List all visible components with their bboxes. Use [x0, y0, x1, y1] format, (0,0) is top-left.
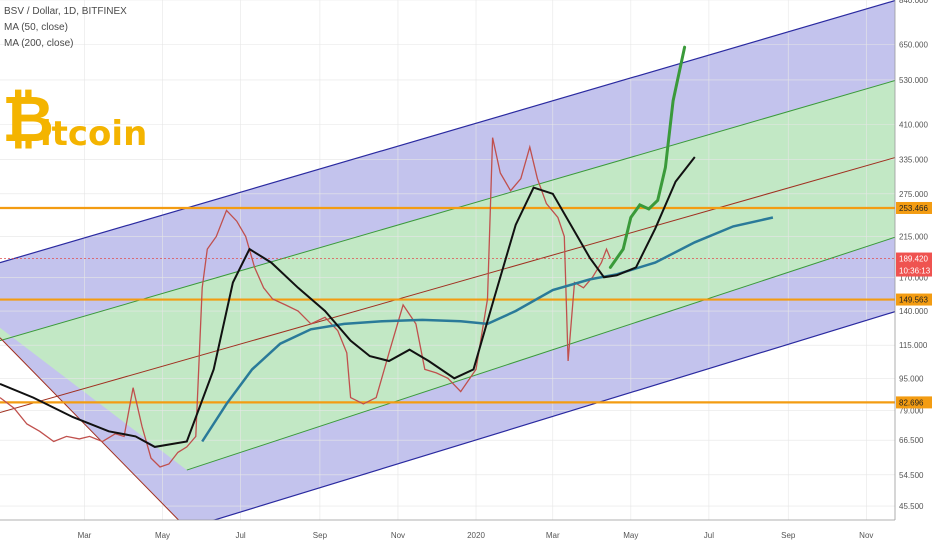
channel-outer-bottom-line	[186, 311, 896, 530]
x-axis-panel	[0, 520, 932, 550]
countdown-label: 10:36:13	[899, 267, 931, 276]
ma50-line	[0, 156, 696, 448]
y-tick-label: 410.000	[899, 120, 928, 129]
forecast-line	[608, 45, 687, 269]
last-price-tag	[896, 252, 932, 277]
price-line	[0, 137, 612, 468]
ma200-line	[201, 216, 774, 443]
channel-diagonal-line	[0, 337, 188, 529]
grid	[0, 0, 895, 520]
channel-inner-bottom-line	[186, 236, 896, 471]
x-tick-label: 2020	[467, 531, 485, 540]
bitcoin-logo: ₿ itcoin	[2, 83, 147, 157]
y-tick-label: 215.000	[899, 233, 928, 242]
y-tick-label: 54.500	[899, 471, 924, 480]
legend-ma200: MA (200, close)	[4, 38, 74, 49]
level-tag-label: 253.466	[899, 204, 928, 213]
x-tick-label: Jul	[235, 531, 245, 540]
x-tick-label: Sep	[781, 531, 796, 540]
channel-fills	[0, 0, 895, 529]
x-tick-label: Mar	[546, 531, 560, 540]
y-tick-label: 115.000	[899, 341, 928, 350]
horizontal-levels	[0, 206, 895, 404]
level-tag	[896, 201, 932, 214]
y-tick-label: 275.000	[899, 190, 928, 199]
last-price-label: 189.420	[899, 255, 928, 264]
channel-inner-top-line	[0, 80, 896, 342]
x-tick-label: Mar	[78, 531, 92, 540]
y-tick-label: 95.000	[899, 374, 924, 383]
level-tag-label: 149.563	[899, 296, 928, 305]
y-tick-label: 140.000	[899, 307, 928, 316]
channel-mid-line	[0, 157, 896, 414]
y-tick-label: 79.000	[899, 406, 924, 415]
y-tick-label: 840.000	[899, 0, 928, 5]
series	[0, 45, 774, 468]
x-tick-label: Sep	[313, 531, 328, 540]
chart-legend: BSV / Dollar, 1D, BITFINEX MA (50, close…	[4, 4, 127, 52]
legend-ma50: MA (50, close)	[4, 22, 68, 33]
y-tick-label: 650.000	[899, 41, 928, 50]
y-tick-label: 45.500	[899, 502, 924, 511]
level-tag	[896, 396, 932, 409]
x-tick-label: Nov	[391, 531, 405, 540]
bitcoin-b-icon: ₿	[2, 83, 55, 157]
channel-outer-top-line	[0, 0, 896, 264]
y-tick-label: 335.000	[899, 156, 928, 165]
x-tick-label: May	[155, 531, 170, 540]
bitcoin-logo-text: itcoin	[40, 114, 148, 154]
x-tick-label: Nov	[859, 531, 873, 540]
legend-symbol: BSV / Dollar, 1D, BITFINEX	[4, 6, 127, 17]
y-tick-label: 530.000	[899, 76, 928, 85]
y-tick-label: 66.500	[899, 436, 924, 445]
y-tick-label: 170.000	[899, 273, 928, 282]
channel-lines	[0, 0, 896, 530]
inner-channel-fill	[0, 80, 895, 471]
level-tag-label: 82.696	[899, 398, 924, 407]
x-tick-label: Jul	[704, 531, 714, 540]
level-tag	[896, 293, 932, 306]
x-tick-label: May	[623, 531, 638, 540]
